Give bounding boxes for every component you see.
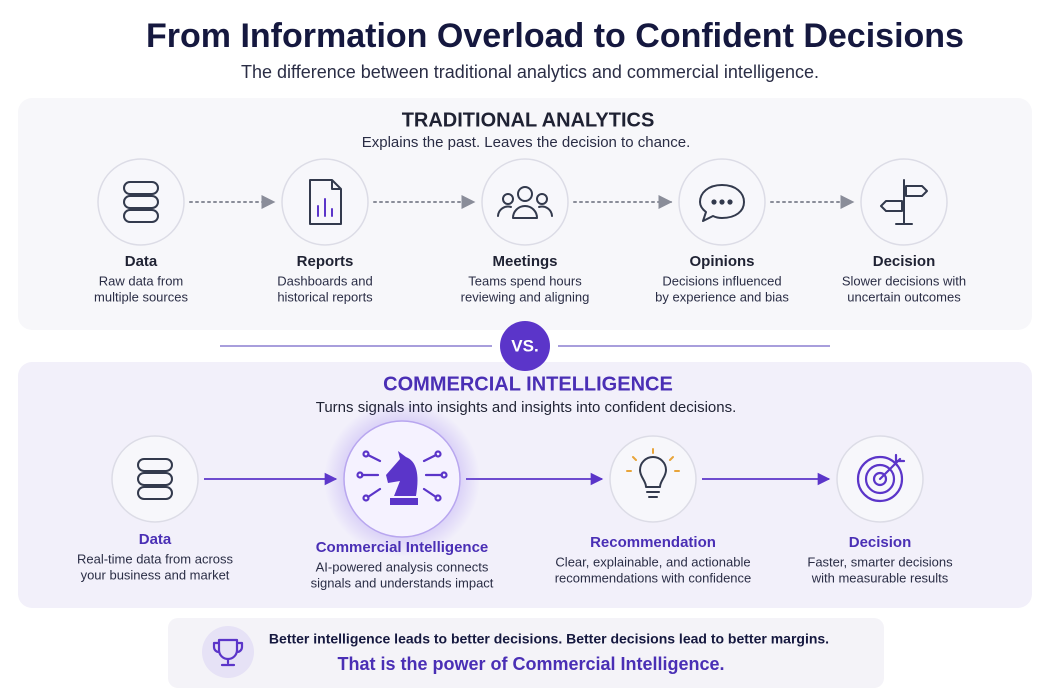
step-circle bbox=[97, 158, 185, 246]
step-description: Clear, explainable, and actionable bbox=[555, 554, 750, 569]
signpost-icon bbox=[880, 179, 928, 225]
step-description: Dashboards and bbox=[277, 273, 372, 288]
step-description: recommendations with confidence bbox=[555, 570, 752, 585]
lightbulb-icon bbox=[626, 448, 680, 498]
step-description: uncertain outcomes bbox=[847, 289, 961, 304]
step-label: Reports bbox=[297, 253, 354, 270]
section-title: COMMERCIAL INTELLIGENCE bbox=[383, 373, 673, 395]
step-label: Recommendation bbox=[590, 534, 716, 551]
footer-box bbox=[168, 618, 884, 688]
step-description: multiple sources bbox=[94, 289, 188, 304]
database-icon bbox=[137, 458, 173, 500]
step-description: your business and market bbox=[81, 567, 230, 582]
step-description: signals and understands impact bbox=[311, 575, 494, 590]
step-label: Commercial Intelligence bbox=[316, 539, 489, 556]
step-circle bbox=[111, 435, 199, 523]
step-description: Decisions influenced bbox=[662, 273, 781, 288]
opinion-icon bbox=[699, 184, 745, 222]
step-label: Meetings bbox=[492, 253, 557, 270]
step-description: by experience and bias bbox=[655, 289, 789, 304]
title: From Information Overload to Confident D… bbox=[146, 17, 964, 55]
step-description: Faster, smarter decisions bbox=[807, 554, 953, 569]
vs-badge bbox=[500, 321, 550, 371]
step-label: Decision bbox=[849, 534, 912, 551]
target-icon bbox=[856, 453, 906, 503]
trophy-icon bbox=[212, 638, 244, 667]
step-label: Data bbox=[139, 531, 172, 548]
knight-icon bbox=[356, 450, 448, 505]
commercial-panel bbox=[18, 362, 1032, 608]
footer-tagline: That is the power of Commercial Intellig… bbox=[337, 654, 724, 674]
step-circle bbox=[609, 435, 697, 523]
step-description: reviewing and aligning bbox=[461, 289, 590, 304]
footer-statement: Better intelligence leads to better deci… bbox=[269, 631, 829, 647]
step-label: Decision bbox=[873, 253, 936, 270]
step-description: historical reports bbox=[277, 289, 373, 304]
step-description: Raw data from bbox=[99, 273, 184, 288]
section-title: TRADITIONAL ANALYTICS bbox=[402, 109, 655, 131]
step-label: Data bbox=[125, 253, 158, 270]
step-description: Real-time data from across bbox=[77, 551, 234, 566]
section-subtitle: Explains the past. Leaves the decision t… bbox=[362, 134, 691, 151]
trophy-badge bbox=[202, 626, 254, 678]
subtitle: The difference between traditional analy… bbox=[241, 62, 819, 82]
step-description: Slower decisions with bbox=[842, 273, 966, 288]
meeting-icon bbox=[497, 186, 553, 219]
step-description: Teams spend hours bbox=[468, 273, 582, 288]
database-icon bbox=[123, 181, 159, 223]
step-label: Opinions bbox=[690, 253, 755, 270]
step-description: AI-powered analysis connects bbox=[316, 559, 489, 574]
vs-label: VS. bbox=[511, 336, 538, 355]
step-description: with measurable results bbox=[811, 570, 949, 585]
report-icon bbox=[309, 179, 342, 225]
